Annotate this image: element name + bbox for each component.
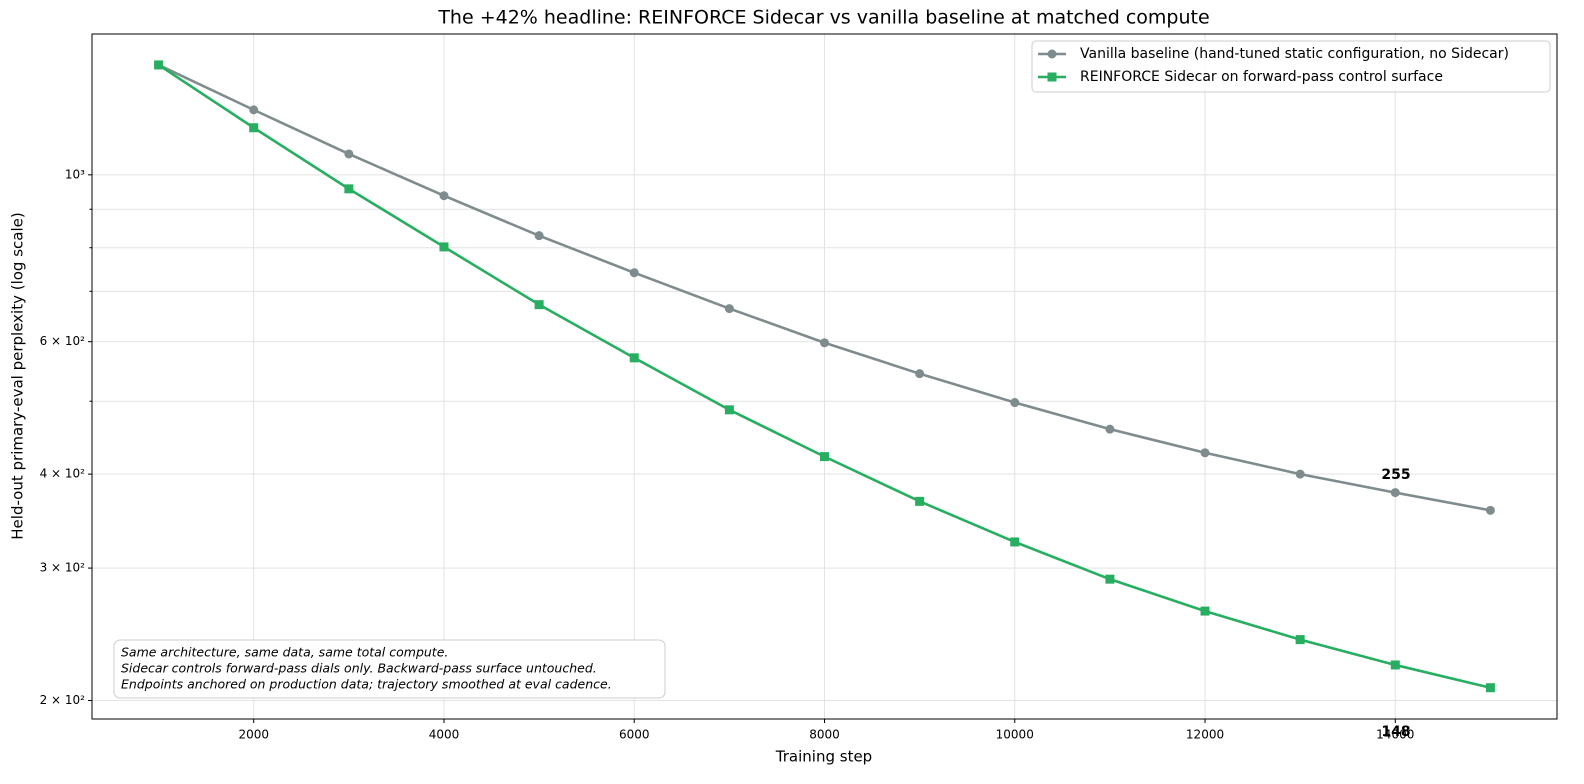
y-axis-label: Held-out primary-eval perplexity (log sc… [9, 212, 27, 539]
marker [629, 353, 639, 363]
legend-marker [1047, 49, 1057, 59]
marker [439, 242, 449, 252]
marker [724, 405, 734, 415]
plot-frame [91, 33, 1558, 720]
marker [915, 369, 925, 379]
note-line: Sidecar controls forward-pass dials only… [121, 661, 597, 676]
marker [1295, 635, 1305, 645]
marker [1010, 537, 1020, 547]
annotation: 148 [1381, 724, 1410, 740]
marker [344, 184, 354, 194]
x-tick-label: 2000 [238, 728, 269, 742]
marker [1390, 660, 1400, 670]
y-tick-label: 3 × 10² [40, 561, 86, 575]
annotation: 255 [1381, 467, 1410, 483]
x-tick-label: 14000 [1376, 728, 1414, 742]
y-tick-label: 10³ [65, 167, 85, 181]
x-tick-label: 10000 [996, 728, 1034, 742]
marker [249, 105, 259, 115]
marker [1105, 574, 1115, 584]
y-tick-label: 2 × 10² [40, 693, 86, 707]
chart-title: The +42% headline: REINFORCE Sidecar vs … [437, 7, 1209, 29]
marker [915, 496, 925, 506]
note-line: Endpoints anchored on production data; t… [121, 677, 612, 692]
x-tick-label: 6000 [619, 728, 650, 742]
y-tick-label: 4 × 10² [40, 467, 86, 481]
marker [534, 300, 544, 310]
legend-marker [1047, 72, 1057, 82]
note-line: Same architecture, same data, same total… [121, 645, 448, 660]
legend-label: REINFORCE Sidecar on forward-pass contro… [1080, 69, 1443, 85]
note-box [113, 639, 666, 699]
x-tick-label: 8000 [809, 728, 840, 742]
marker [820, 338, 829, 348]
marker [1485, 683, 1495, 693]
y-tick-label: 6 × 10² [40, 334, 86, 348]
legend-label: Vanilla baseline (hand-tuned static conf… [1080, 46, 1509, 62]
x-tick-label: 12000 [1186, 728, 1224, 742]
marker [1105, 424, 1115, 434]
marker [1200, 448, 1210, 458]
marker [724, 304, 734, 314]
marker [1485, 505, 1495, 515]
marker [1295, 469, 1305, 479]
x-axis-label: Training step [775, 748, 872, 766]
marker [344, 149, 354, 159]
marker [629, 268, 639, 278]
marker [1010, 398, 1020, 408]
marker [820, 452, 829, 462]
legend-box [1031, 40, 1551, 93]
marker [1390, 488, 1400, 498]
marker [534, 231, 544, 241]
marker [439, 191, 449, 201]
marker [1200, 606, 1210, 616]
x-tick-label: 4000 [429, 728, 460, 742]
marker [154, 60, 164, 70]
marker [249, 123, 259, 133]
